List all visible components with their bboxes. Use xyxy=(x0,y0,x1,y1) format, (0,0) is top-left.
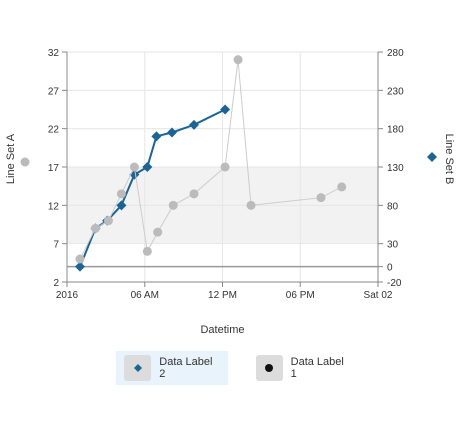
data-point-circle[interactable] xyxy=(169,201,178,210)
tick-label-bottom: 2016 xyxy=(56,290,79,301)
legend-label: Data Label 2 xyxy=(159,356,228,380)
data-point-circle[interactable] xyxy=(117,189,126,198)
data-point-circle[interactable] xyxy=(143,247,152,256)
tick-label-bottom: 06 PM xyxy=(286,290,315,301)
y-left-axis-title: Line Set A xyxy=(5,133,17,184)
diamond-icon xyxy=(427,152,437,162)
tick-label-left: 7 xyxy=(53,240,59,251)
data-point-diamond[interactable] xyxy=(220,105,230,115)
data-point-circle[interactable] xyxy=(316,193,325,202)
data-point-circle[interactable] xyxy=(234,55,243,64)
circle-icon xyxy=(21,158,30,167)
data-point-circle[interactable] xyxy=(153,228,162,237)
tick-label-right: -20 xyxy=(387,278,402,289)
tick-label-left: 27 xyxy=(48,86,60,97)
tick-label-right: 280 xyxy=(387,48,404,59)
diamond-icon xyxy=(124,355,151,381)
legend: Data Label 2 Data Label 1 xyxy=(0,351,470,385)
tick-label-bottom: 06 AM xyxy=(131,290,159,301)
data-point-circle[interactable] xyxy=(130,163,139,172)
circle-icon xyxy=(256,355,283,381)
legend-item-data-label-1[interactable]: Data Label 1 xyxy=(248,351,358,385)
tick-label-right: 0 xyxy=(387,263,393,274)
data-point-circle[interactable] xyxy=(91,224,100,233)
data-point-circle[interactable] xyxy=(104,216,113,225)
data-point-circle[interactable] xyxy=(75,255,84,264)
data-point-circle[interactable] xyxy=(189,189,198,198)
tick-label-left: 17 xyxy=(48,163,60,174)
data-point-circle[interactable] xyxy=(337,182,346,191)
data-point-circle[interactable] xyxy=(221,163,230,172)
tick-label-right: 30 xyxy=(387,240,399,251)
data-point-circle[interactable] xyxy=(247,201,256,210)
tick-label-left: 22 xyxy=(48,125,60,136)
tick-label-left: 12 xyxy=(48,201,60,212)
tick-label-left: 32 xyxy=(48,48,60,59)
tick-label-right: 230 xyxy=(387,86,404,97)
legend-item-data-label-2[interactable]: Data Label 2 xyxy=(116,351,228,385)
x-axis-title: Datetime xyxy=(200,324,244,336)
legend-label: Data Label 1 xyxy=(291,356,358,380)
data-point-diamond[interactable] xyxy=(151,131,161,141)
tick-label-right: 180 xyxy=(387,125,404,136)
tick-label-bottom: 12 PM xyxy=(208,290,237,301)
tick-label-right: 130 xyxy=(387,163,404,174)
tick-label-left: 2 xyxy=(53,278,59,289)
tick-label-right: 80 xyxy=(387,201,399,212)
tick-label-bottom: Sat 02 xyxy=(364,290,393,301)
y-right-axis-title: Line Set B xyxy=(443,134,455,185)
